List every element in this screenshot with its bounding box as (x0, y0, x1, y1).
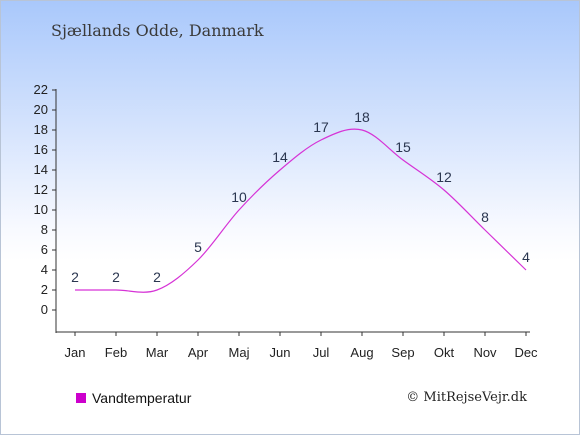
y-tick-label: 22 (34, 82, 48, 97)
x-tick-label: Maj (229, 345, 250, 360)
x-tick-label: Jan (65, 345, 86, 360)
y-tick-label: 16 (34, 142, 48, 157)
x-tick-label: Sep (391, 345, 414, 360)
data-label: 12 (436, 169, 452, 185)
data-label: 18 (354, 109, 370, 125)
legend: Vandtemperatur (76, 390, 191, 406)
x-tick-label: Aug (350, 345, 373, 360)
data-label: 17 (313, 119, 329, 135)
y-tick-label: 12 (34, 182, 48, 197)
copyright-text: © MitRejseVejr.dk (406, 390, 527, 405)
y-tick-label: 10 (34, 202, 48, 217)
data-label: 8 (481, 209, 489, 225)
data-label: 10 (231, 189, 247, 205)
series-line-vandtemperatur (75, 128, 527, 293)
x-tick-label: Okt (434, 345, 455, 360)
x-tick-label: Mar (146, 345, 169, 360)
data-label: 15 (395, 139, 411, 155)
x-tick-label: Dec (514, 345, 538, 360)
data-label: 5 (194, 239, 202, 255)
legend-label: Vandtemperatur (92, 390, 192, 406)
data-label: 4 (522, 249, 530, 265)
y-tick-label: 20 (34, 102, 48, 117)
data-label: 2 (153, 269, 161, 285)
x-tick-label: Nov (473, 345, 497, 360)
data-label: 2 (112, 269, 120, 285)
legend-swatch (76, 393, 86, 403)
data-label: 14 (272, 149, 288, 165)
y-tick-label: 18 (34, 122, 48, 137)
y-tick-label: 2 (41, 282, 48, 297)
y-tick-label: 14 (34, 162, 48, 177)
x-tick-label: Jun (270, 345, 291, 360)
chart-title: Sjællands Odde, Danmark (51, 21, 264, 40)
y-tick-label: 0 (41, 302, 48, 317)
y-tick-label: 8 (41, 222, 48, 237)
y-tick-label: 4 (41, 262, 48, 277)
x-tick-label: Jul (313, 345, 330, 360)
x-tick-label: Apr (188, 345, 209, 360)
data-label: 2 (71, 269, 79, 285)
x-tick-label: Feb (105, 345, 127, 360)
y-tick-label: 6 (41, 242, 48, 257)
